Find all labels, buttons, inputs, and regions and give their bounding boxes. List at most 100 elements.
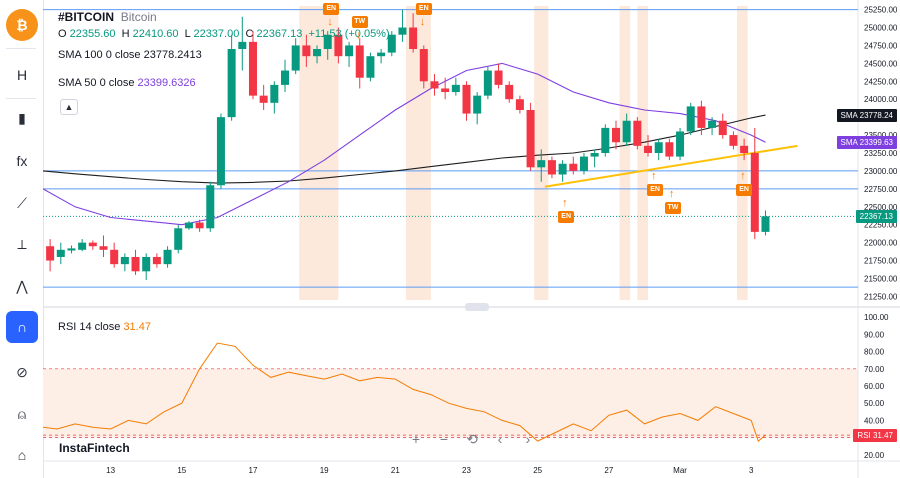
candle-up <box>238 41 247 50</box>
close-label: C <box>245 28 254 40</box>
rsi-tick-label: 100.00 <box>864 313 889 322</box>
sma100-legend[interactable]: SMA 100 0 close 23778.2413 <box>58 49 202 61</box>
arrow-up-icon: ↑ <box>668 188 675 200</box>
time-tick-label: 23 <box>462 466 471 475</box>
zoom-in-icon[interactable]: + <box>411 431 421 447</box>
candle-down <box>740 145 749 153</box>
candle-up <box>676 131 685 157</box>
magnet-icon[interactable]: ∩ <box>6 311 38 343</box>
candle-down <box>611 127 620 143</box>
symbol-name: #BITCOIN <box>58 10 115 24</box>
measure-icon[interactable]: ⟂ <box>17 235 27 252</box>
candle-up <box>281 70 290 85</box>
bitcoin-logo-icon[interactable]: ₿ <box>6 9 38 41</box>
candle-up <box>323 34 332 50</box>
event-highlight-band <box>619 6 631 300</box>
candle-down <box>505 84 514 100</box>
reset-icon[interactable]: ⟲ <box>466 431 478 447</box>
symbol-legend: #BITCOIN Bitcoin <box>58 10 157 24</box>
sma50-legend[interactable]: SMA 50 0 close 23399.6326 <box>58 77 196 89</box>
event-badge-en[interactable]: EN <box>323 3 340 15</box>
scroll-right-icon[interactable]: › <box>525 431 531 447</box>
rsi-legend[interactable]: RSI 14 close 31.47 <box>58 321 151 333</box>
alerts-icon[interactable]: ⍝ <box>17 405 27 422</box>
candle-up <box>270 84 279 103</box>
change-value: +11.53 (+0.05%) <box>308 28 390 40</box>
candle-up <box>345 45 354 57</box>
patterns-icon[interactable]: ⋀ <box>16 277 28 294</box>
candle-up <box>483 70 492 96</box>
low-label: L <box>184 28 191 40</box>
event-highlight-band <box>637 6 649 300</box>
trendline <box>544 144 798 188</box>
price-tick-label: 22750.00 <box>864 185 898 194</box>
candles-icon[interactable]: H <box>16 67 28 83</box>
candle-down <box>665 142 674 157</box>
ohlc-legend: O 22355.60 H 22410.60 L 22337.00 C 22367… <box>58 28 390 40</box>
candle-up <box>708 120 717 128</box>
time-tick-label: 19 <box>320 466 329 475</box>
indicators-icon[interactable]: ▮ <box>18 109 26 126</box>
open-label: O <box>58 28 67 40</box>
fx-icon[interactable]: fx <box>16 153 28 169</box>
scroll-left-icon[interactable]: ‹ <box>497 431 503 447</box>
chevron-up-icon[interactable]: ▲ <box>60 99 78 115</box>
rsi-label: RSI 14 close <box>58 321 121 333</box>
candle-down <box>547 160 556 175</box>
price-tick-label: 23000.00 <box>864 167 898 176</box>
sma100-axis-tag: SMA 23778.24 <box>836 108 897 122</box>
candle-down <box>409 27 418 50</box>
brand-watermark: InstaFintech <box>59 441 130 455</box>
navigation-controls: + − ⟲ ‹ › <box>405 428 539 450</box>
sma100-label: SMA 100 0 close <box>58 49 141 61</box>
arrow-up-icon: ↑ <box>740 170 746 182</box>
event-badge-tw[interactable]: TW <box>664 202 681 214</box>
candle-up <box>78 242 87 250</box>
price-tick-label: 22500.00 <box>864 203 898 212</box>
rsi-tick-label: 60.00 <box>864 382 885 391</box>
open-value: 22355.60 <box>69 28 116 40</box>
candle-up <box>366 56 375 78</box>
candle-up <box>163 249 172 265</box>
event-badge-en[interactable]: EN <box>736 184 753 196</box>
arrow-up-icon: ↑ <box>562 197 568 209</box>
price-tick-label: 24500.00 <box>864 59 898 68</box>
event-badge-en[interactable]: EN <box>558 211 575 223</box>
symbol-description: Bitcoin <box>120 10 157 24</box>
candle-down <box>515 99 524 110</box>
drawing-tools-icon[interactable]: ⟋ <box>17 194 27 211</box>
event-badge-en[interactable]: EN <box>415 3 432 15</box>
left-toolbar: ₿ H ▮ fx ⟋ ⟂ ⋀ ∩ ⊘ ⍝ ⌂ <box>0 0 44 478</box>
candle-down <box>152 256 161 265</box>
rsi-line <box>43 342 766 442</box>
candle-down <box>355 45 364 78</box>
sma50-value: 23399.6326 <box>137 77 196 89</box>
hide-drawings-icon[interactable]: ⊘ <box>16 363 28 380</box>
candle-down <box>248 41 257 96</box>
candle-down <box>131 256 140 272</box>
rsi-axis-tag: RSI 31.47 <box>853 428 897 442</box>
sma50-axis-tag: SMA 23399.63 <box>836 135 897 149</box>
event-badge-tw[interactable]: TW <box>351 16 368 28</box>
price-tick-label: 24250.00 <box>864 77 898 86</box>
rsi-tick-label: 20.00 <box>864 451 885 460</box>
candle-down <box>718 120 727 136</box>
high-label: H <box>121 28 130 40</box>
price-tick-label: 24000.00 <box>864 95 898 104</box>
zoom-out-icon[interactable]: − <box>439 431 449 447</box>
chart-area[interactable]: 21250.00 21500.00 21750.00 22000.00 22250.00… <box>43 0 900 478</box>
candle-up <box>451 84 460 93</box>
candle-up <box>184 222 193 229</box>
candle-up <box>761 216 770 232</box>
chart-canvas[interactable]: 21250.00 21500.00 21750.00 22000.00 22250.00… <box>43 0 900 478</box>
candle-up <box>142 256 151 272</box>
candle-down <box>334 34 343 57</box>
time-tick-label: 3 <box>749 466 754 475</box>
candle-up <box>174 228 183 250</box>
delete-icon[interactable]: ⌂ <box>17 447 27 463</box>
price-tick-label: 23250.00 <box>864 149 898 158</box>
low-value: 22337.00 <box>193 28 240 40</box>
event-badge-en[interactable]: EN <box>647 184 664 196</box>
candle-up <box>398 27 407 35</box>
sma50-label: SMA 50 0 close <box>58 77 135 89</box>
